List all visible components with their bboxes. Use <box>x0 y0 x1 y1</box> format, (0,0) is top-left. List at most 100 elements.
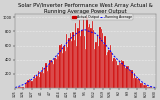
Bar <box>110 45 111 88</box>
Bar <box>81 30 83 88</box>
Bar <box>112 60 113 88</box>
Bar <box>103 44 104 88</box>
Bar <box>134 73 135 88</box>
Bar <box>30 80 31 88</box>
Bar <box>143 85 144 88</box>
Bar <box>58 56 60 88</box>
Bar <box>108 50 110 88</box>
Bar <box>121 60 122 88</box>
Bar <box>113 58 115 88</box>
Bar <box>25 83 26 88</box>
Bar <box>119 62 120 88</box>
Bar <box>93 30 94 88</box>
Bar <box>21 87 22 88</box>
Legend: Actual Output, Running Average: Actual Output, Running Average <box>71 14 133 20</box>
Bar <box>140 83 142 88</box>
Bar <box>63 46 65 88</box>
Bar <box>40 72 41 88</box>
Bar <box>122 61 124 88</box>
Bar <box>71 41 72 88</box>
Title: Solar PV/Inverter Performance West Array Actual & Running Average Power Output: Solar PV/Inverter Performance West Array… <box>18 3 152 14</box>
Bar <box>54 58 56 88</box>
Bar <box>142 83 143 88</box>
Bar <box>136 79 138 88</box>
Bar <box>111 52 112 88</box>
Bar <box>151 87 152 88</box>
Bar <box>84 36 85 88</box>
Bar <box>76 46 77 88</box>
Bar <box>53 64 54 88</box>
Bar <box>26 82 27 88</box>
Bar <box>44 68 45 88</box>
Bar <box>32 79 34 88</box>
Bar <box>66 34 67 88</box>
Bar <box>145 85 147 88</box>
Bar <box>104 36 106 88</box>
Bar <box>22 87 24 88</box>
Bar <box>129 70 130 88</box>
Bar <box>85 49 86 88</box>
Bar <box>101 29 102 88</box>
Bar <box>52 61 53 88</box>
Bar <box>51 60 52 88</box>
Bar <box>34 75 35 88</box>
Bar <box>29 79 30 88</box>
Bar <box>131 70 133 88</box>
Bar <box>149 87 151 88</box>
Bar <box>90 28 92 88</box>
Bar <box>80 36 81 88</box>
Bar <box>115 60 116 88</box>
Bar <box>75 23 76 88</box>
Bar <box>61 44 62 88</box>
Bar <box>102 33 103 88</box>
Bar <box>86 17 88 88</box>
Bar <box>83 17 84 88</box>
Bar <box>147 87 148 88</box>
Bar <box>48 65 49 88</box>
Bar <box>97 35 98 88</box>
Bar <box>92 21 93 88</box>
Bar <box>45 63 47 88</box>
Bar <box>116 61 117 88</box>
Bar <box>88 27 89 88</box>
Bar <box>20 87 21 88</box>
Bar <box>94 49 96 88</box>
Bar <box>41 67 43 88</box>
Bar <box>144 85 145 88</box>
Bar <box>79 20 80 88</box>
Bar <box>74 40 75 88</box>
Bar <box>18 87 20 88</box>
Bar <box>117 65 119 88</box>
Bar <box>38 71 39 88</box>
Bar <box>125 68 126 88</box>
Bar <box>133 78 134 88</box>
Bar <box>43 73 44 88</box>
Bar <box>57 55 58 88</box>
Bar <box>124 66 125 88</box>
Bar <box>148 87 149 88</box>
Bar <box>49 60 51 88</box>
Bar <box>47 71 48 88</box>
Bar <box>120 63 121 88</box>
Bar <box>60 45 61 88</box>
Bar <box>27 80 29 88</box>
Bar <box>107 52 108 88</box>
Bar <box>135 78 136 88</box>
Bar <box>126 66 128 88</box>
Bar <box>89 24 90 88</box>
Bar <box>139 80 140 88</box>
Bar <box>138 78 139 88</box>
Bar <box>68 38 70 88</box>
Bar <box>98 46 99 88</box>
Bar <box>39 78 40 88</box>
Bar <box>36 76 38 88</box>
Bar <box>35 78 36 88</box>
Bar <box>67 47 68 88</box>
Bar <box>106 55 107 88</box>
Bar <box>77 28 79 88</box>
Bar <box>62 53 63 88</box>
Bar <box>56 59 57 88</box>
Bar <box>72 32 74 88</box>
Bar <box>96 42 97 88</box>
Bar <box>130 70 131 88</box>
